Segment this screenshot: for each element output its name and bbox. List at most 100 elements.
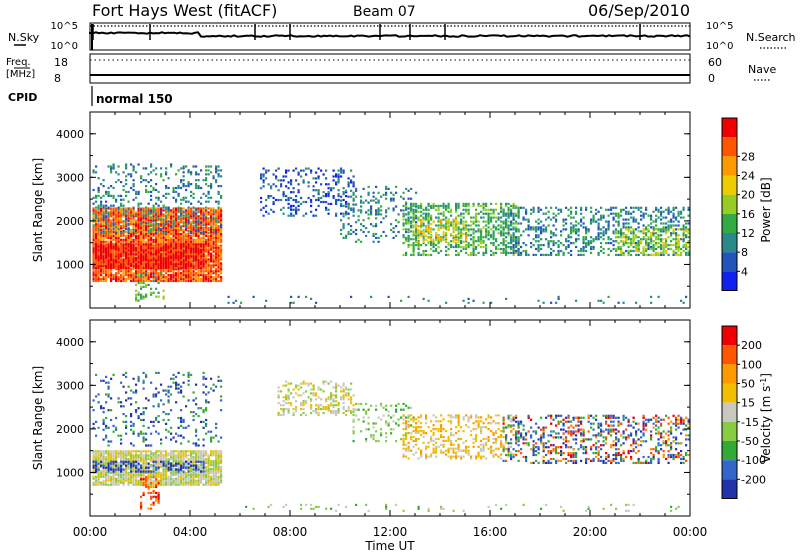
data-cell xyxy=(185,219,188,222)
data-cell xyxy=(610,242,613,245)
data-cell xyxy=(107,192,110,195)
data-cell xyxy=(205,173,208,176)
data-cell xyxy=(272,200,275,204)
data-cell xyxy=(290,208,293,211)
data-cell xyxy=(410,222,413,225)
data-cell xyxy=(672,228,675,231)
data-cell xyxy=(155,259,158,262)
data-cell xyxy=(180,257,183,260)
data-cell xyxy=(425,253,428,256)
data-cell xyxy=(137,240,140,243)
data-cell xyxy=(152,208,155,211)
data-cell xyxy=(672,244,675,247)
data-cell xyxy=(122,247,125,250)
data-cell xyxy=(177,234,180,237)
data-cell xyxy=(482,240,485,243)
freq-label: Freq. xyxy=(6,57,31,68)
data-cell xyxy=(662,253,665,256)
data-cell xyxy=(147,274,150,277)
nave-label: Nave xyxy=(748,63,776,76)
data-cell xyxy=(175,200,178,203)
data-cell xyxy=(297,191,300,194)
data-cell xyxy=(217,227,220,230)
data-cell xyxy=(205,209,208,212)
data-cell xyxy=(480,236,483,239)
data-cell xyxy=(217,217,220,220)
data-cell xyxy=(345,195,348,198)
data-cell xyxy=(517,214,520,217)
data-cell xyxy=(135,253,138,256)
data-cell xyxy=(425,216,428,219)
data-cell xyxy=(447,244,450,247)
ytick-label: 2000 xyxy=(56,215,84,228)
data-cell xyxy=(150,266,153,269)
data-cell xyxy=(217,228,220,232)
data-cell xyxy=(105,200,108,203)
data-cell xyxy=(150,291,153,294)
data-cell xyxy=(150,216,153,219)
data-cell xyxy=(192,257,195,260)
data-cell xyxy=(112,224,115,227)
data-cell xyxy=(687,228,690,231)
data-cell xyxy=(442,238,445,241)
data-cell xyxy=(102,219,105,222)
data-cell xyxy=(575,228,578,231)
data-cell xyxy=(650,253,653,256)
data-cell xyxy=(180,266,183,269)
data-cell xyxy=(200,253,203,256)
data-cell xyxy=(660,253,663,256)
data-cell xyxy=(585,242,588,245)
data-cell xyxy=(625,226,628,229)
data-cell xyxy=(145,283,148,286)
data-cell xyxy=(315,181,318,184)
data-cell xyxy=(510,220,513,223)
data-cell xyxy=(165,234,168,237)
data-cell xyxy=(557,249,560,253)
data-cell xyxy=(502,230,505,233)
data-cell xyxy=(555,218,558,221)
data-cell xyxy=(100,257,103,260)
data-cell xyxy=(145,272,148,275)
data-cell xyxy=(137,234,140,237)
data-cell xyxy=(127,236,130,239)
data-cell xyxy=(115,223,118,226)
data-cell xyxy=(510,242,513,245)
data-cell xyxy=(477,202,480,205)
data-cell xyxy=(385,215,388,218)
data-cell xyxy=(212,262,215,265)
data-cell xyxy=(165,236,168,239)
data-cell xyxy=(155,279,158,283)
data-cell xyxy=(610,208,613,211)
data-cell xyxy=(467,202,470,205)
data-cell xyxy=(127,234,130,237)
data-cell xyxy=(622,226,625,229)
data-cell xyxy=(675,236,678,239)
data-cell xyxy=(600,232,603,235)
data-cell xyxy=(205,215,208,218)
data-cell xyxy=(172,247,175,250)
data-cell xyxy=(120,207,123,210)
data-cell xyxy=(297,183,300,186)
data-cell xyxy=(200,227,203,230)
data-cell xyxy=(407,230,410,233)
data-cell xyxy=(140,211,143,214)
data-cell xyxy=(535,247,538,251)
data-cell xyxy=(132,245,135,248)
data-cell xyxy=(660,245,663,249)
data-cell xyxy=(475,224,478,227)
data-cell xyxy=(147,222,150,225)
data-cell xyxy=(597,222,600,225)
data-cell xyxy=(160,261,163,264)
data-cell xyxy=(287,214,290,217)
data-cell xyxy=(355,195,358,198)
data-cell xyxy=(347,195,350,198)
data-cell xyxy=(115,248,118,251)
data-cell xyxy=(165,185,168,188)
data-cell xyxy=(92,475,95,478)
data-cell xyxy=(537,244,540,247)
data-cell xyxy=(505,232,508,235)
data-cell xyxy=(117,234,120,237)
data-cell xyxy=(655,251,658,254)
data-cell xyxy=(685,253,688,256)
data-cell xyxy=(180,236,183,239)
